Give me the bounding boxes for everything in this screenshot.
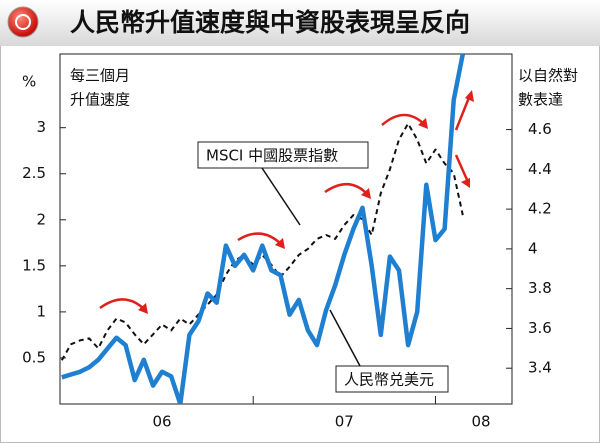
y-note: 升值速度 [70,91,130,109]
y-tick-label: 1 [36,302,46,320]
arrow-heads [138,90,474,314]
chart-title: 人民幣升值速度與中資股表現呈反向 [70,8,470,37]
series-line [60,122,464,361]
legend-label: MSCI 中國股票指數 [206,147,338,165]
header-icon [7,6,39,38]
plot-lines [60,54,466,404]
y2-note: 以自然對 [518,67,578,85]
y2-tick-label: 4 [528,239,538,257]
y-tick-label: 3 [36,118,46,136]
y-tick-label: 0.5 [22,348,46,366]
x-tick-label: 07 [335,413,354,431]
y2-tick-label: 4.2 [528,200,552,218]
y2-tick-label: 4.6 [528,120,552,138]
y-note: 每三個月 [70,67,130,85]
legend-box [335,365,449,393]
y-axis-label: % [22,73,36,91]
series-line [61,54,466,404]
legend-pointer [329,309,361,367]
x-tick-label: 08 [471,413,490,431]
y2-tick-label: 3.8 [528,279,552,297]
y2-tick-label: 3.6 [528,319,552,337]
legend-pointer [261,167,301,226]
y-tick-label: 1.5 [22,256,46,274]
plot-frame [59,53,513,405]
header-icon-ring [15,14,31,30]
legend-label: 人民幣兑美元 [344,371,434,389]
legend-box [197,141,369,169]
y-tick-label: 2.5 [22,164,46,182]
y2-tick-label: 4.4 [528,160,552,178]
y2-note: 數表達 [518,91,563,109]
header-bar [0,0,600,46]
y-tick-label: 2 [36,210,46,228]
y2-tick-label: 3.4 [528,359,552,377]
x-tick-label: 06 [153,413,172,431]
